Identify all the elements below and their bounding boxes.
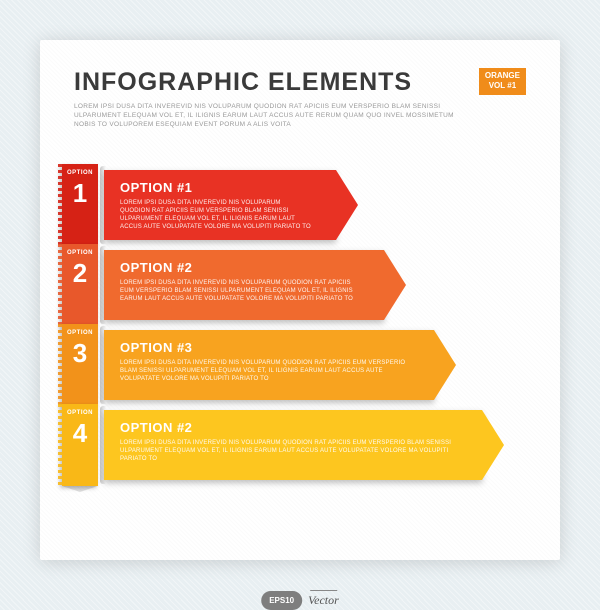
page-title: INFOGRAPHIC ELEMENTS	[74, 68, 474, 97]
option-title: OPTION #2	[120, 420, 458, 435]
option-row-1: OPTION 1 OPTION #1 LOREM IPSI DUSA DITA INV…	[0, 170, 600, 240]
page-subtitle: LOREM IPSI DUSA DITA INVEREVID NIS VOLUP…	[74, 103, 474, 129]
tab-label: OPTION	[62, 250, 98, 256]
volume-badge: ORANGE VOL #1	[479, 68, 526, 95]
option-tab-4: OPTION 4	[62, 404, 98, 486]
tab-number: 3	[62, 340, 98, 366]
badge-bottom: VOL #1	[485, 81, 520, 91]
option-row-4: OPTION 4 OPTION #2 LOREM IPSI DUSA DITA INV…	[0, 410, 600, 480]
option-row-3: OPTION 3 OPTION #3 LOREM IPSI DUSA DITA INV…	[0, 330, 600, 400]
option-title: OPTION #1	[120, 180, 312, 195]
eps-badge: EPS10	[261, 591, 302, 610]
tab-number: 1	[62, 180, 98, 206]
option-title: OPTION #2	[120, 260, 360, 275]
header-left: INFOGRAPHIC ELEMENTS LOREM IPSI DUSA DIT…	[74, 68, 474, 129]
option-arrow-1: OPTION #1 LOREM IPSI DUSA DITA INVEREVID …	[104, 170, 336, 240]
option-body: LOREM IPSI DUSA DITA INVEREVID NIS VOLUP…	[120, 359, 410, 383]
option-arrow-4: OPTION #2 LOREM IPSI DUSA DITA INVEREVID …	[104, 410, 482, 480]
option-title: OPTION #3	[120, 340, 410, 355]
options-list: OPTION 1 OPTION #1 LOREM IPSI DUSA DITA INV…	[0, 170, 600, 490]
vector-label: Vector	[308, 593, 339, 608]
option-body: LOREM IPSI DUSA DITA INVEREVID NIS VOLUP…	[120, 439, 458, 463]
option-tab-3: OPTION 3	[62, 324, 98, 406]
option-arrow-3: OPTION #3 LOREM IPSI DUSA DITA INVEREVID …	[104, 330, 434, 400]
option-row-2: OPTION 2 OPTION #2 LOREM IPSI DUSA DITA INV…	[0, 250, 600, 320]
footer: EPS10 Vector	[261, 591, 339, 610]
option-body: LOREM IPSI DUSA DITA INVEREVID NIS VOLUP…	[120, 199, 312, 231]
badge-top: ORANGE	[485, 71, 520, 81]
option-tab-1: OPTION 1	[62, 164, 98, 246]
tab-label: OPTION	[62, 330, 98, 336]
tab-number: 4	[62, 420, 98, 446]
option-arrow-2: OPTION #2 LOREM IPSI DUSA DITA INVEREVID …	[104, 250, 384, 320]
tab-number: 2	[62, 260, 98, 286]
option-tab-2: OPTION 2	[62, 244, 98, 326]
header: INFOGRAPHIC ELEMENTS LOREM IPSI DUSA DIT…	[74, 68, 526, 129]
tab-label: OPTION	[62, 410, 98, 416]
option-body: LOREM IPSI DUSA DITA INVEREVID NIS VOLUP…	[120, 279, 360, 303]
tab-label: OPTION	[62, 170, 98, 176]
